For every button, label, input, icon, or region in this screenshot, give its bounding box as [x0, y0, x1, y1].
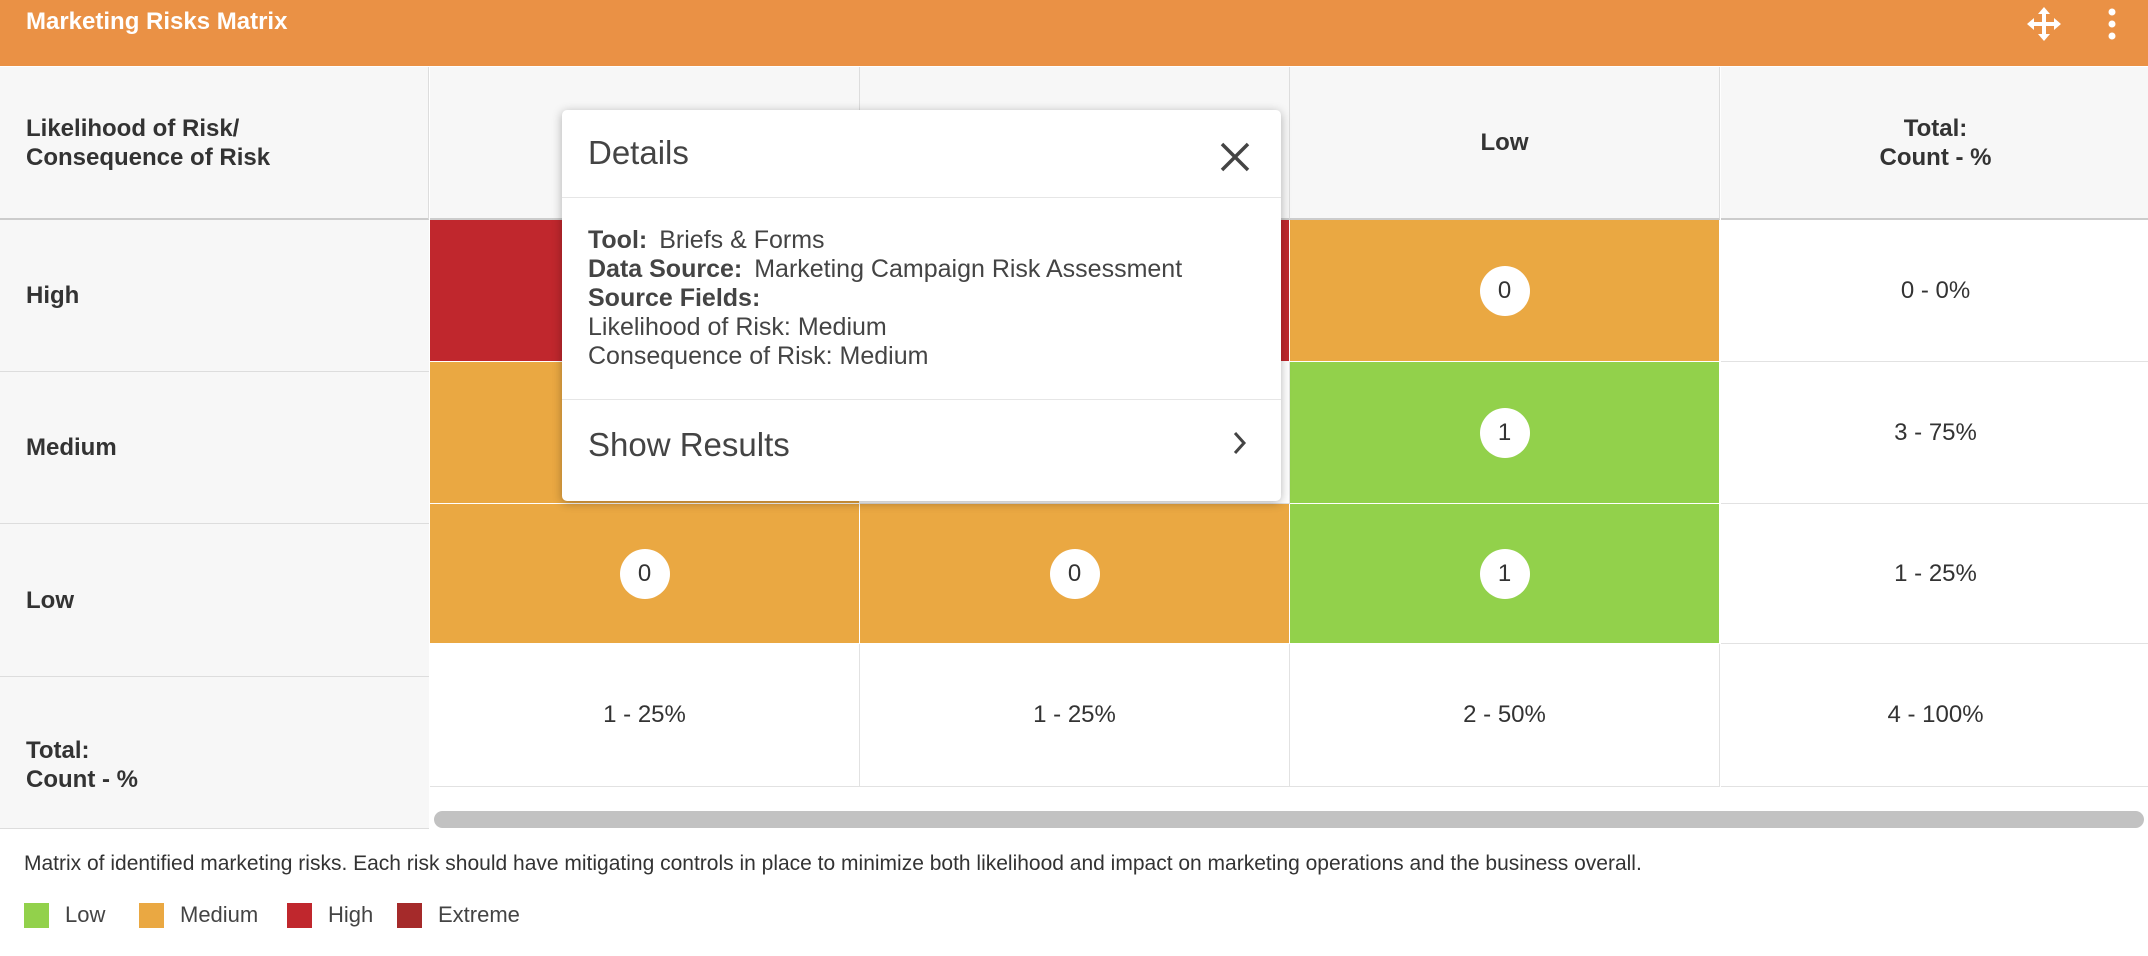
- popup-body: Tool: Briefs & Forms Data Source: Marketing…: [588, 226, 1182, 371]
- row-header: Low: [0, 524, 429, 677]
- chevron[interactable]: [1230, 428, 1250, 458]
- legend-label: Low: [65, 902, 106, 927]
- detail-value: Marketing Campaign Risk Assessment: [754, 255, 1183, 283]
- column-total: 1 - 25%: [430, 644, 860, 787]
- row-header: High: [0, 220, 429, 372]
- legend-label: High: [328, 902, 374, 927]
- legend-label: Medium: [180, 902, 259, 927]
- count-badge[interactable]: 0: [1049, 548, 1100, 599]
- widget-title: Marketing Risks Matrix: [26, 8, 288, 35]
- detail-line: Tool: Briefs & Forms: [588, 226, 1182, 255]
- corner-label: Likelihood of Risk/ Consequence of Risk: [0, 67, 429, 220]
- column-total: 1 - 25%: [860, 644, 1290, 787]
- source-field: Likelihood of Risk: Medium: [588, 313, 887, 341]
- legend-item: Low: [24, 902, 105, 928]
- details-popup: Details Tool: Briefs & Forms Data Source: M…: [562, 110, 1281, 501]
- matrix-cell[interactable]: 1: [1290, 362, 1720, 504]
- legend-label: Extreme: [438, 902, 520, 927]
- row-header: Medium: [0, 372, 429, 524]
- row-total: 3 - 75%: [1721, 362, 2148, 504]
- count-badge[interactable]: 1: [1479, 407, 1530, 458]
- row-header: Total: Count - %: [0, 677, 429, 829]
- column-header: Total: Count - %: [1721, 67, 2148, 220]
- menu-icon[interactable]: [2100, 6, 2124, 42]
- detail-label: Tool:: [588, 226, 648, 254]
- matrix-cell[interactable]: 0: [430, 504, 860, 644]
- count-badge[interactable]: 1: [1479, 548, 1530, 599]
- column-total: 4 - 100%: [1721, 644, 2148, 787]
- source-field: Consequence of Risk: Medium: [588, 342, 929, 370]
- detail-label: Data Source:: [588, 255, 743, 283]
- matrix-cell[interactable]: 0: [1290, 220, 1720, 362]
- detail-label: Source Fields:: [588, 284, 761, 312]
- detail-value: Briefs & Forms: [659, 226, 825, 254]
- divider: [562, 197, 1281, 198]
- legend-item: Extreme: [397, 902, 520, 928]
- matrix-cell[interactable]: 0: [860, 504, 1290, 644]
- row-total: 1 - 25%: [1721, 504, 2148, 644]
- legend-item: High: [287, 902, 373, 928]
- show-results[interactable]: Show Results: [588, 426, 790, 463]
- column-total: 2 - 50%: [1290, 644, 1720, 787]
- row-total: 0 - 0%: [1721, 220, 2148, 362]
- column-header: Low: [1290, 67, 1720, 220]
- description: Matrix of identified marketing risks. Ea…: [24, 852, 1642, 875]
- move-icon[interactable]: [2024, 4, 2064, 44]
- matrix-cell[interactable]: 1: [1290, 504, 1720, 644]
- count-badge[interactable]: 0: [1479, 265, 1530, 316]
- header-bar: Marketing Risks Matrix: [0, 0, 2148, 66]
- scrollbar[interactable]: [434, 811, 2144, 828]
- legend-swatch: [397, 902, 422, 928]
- legend-swatch: [287, 902, 312, 928]
- legend-swatch: [139, 902, 164, 928]
- legend-swatch: [24, 902, 49, 928]
- divider: [562, 399, 1281, 400]
- count-badge[interactable]: 0: [619, 548, 670, 599]
- close-button[interactable]: [1218, 140, 1252, 174]
- detail-line: Data Source: Marketing Campaign Risk Asse…: [588, 255, 1182, 284]
- popup-title: Details: [588, 134, 689, 171]
- legend-item: Medium: [139, 902, 258, 928]
